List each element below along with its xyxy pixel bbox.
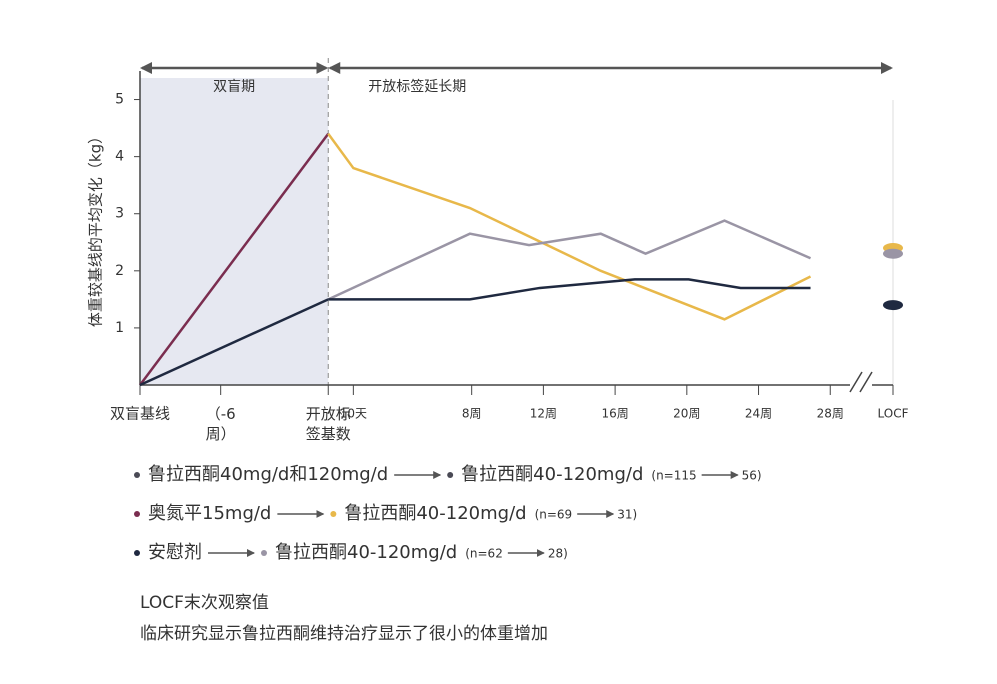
- legend-dot: [134, 550, 140, 556]
- series-line: [327, 133, 812, 321]
- locf-marker: [883, 300, 903, 311]
- y-axis-label: 体重较基线的平均变化（kg）: [87, 129, 105, 327]
- x-tick-label: 12周: [530, 407, 557, 421]
- legend-count: (n=62: [465, 547, 503, 561]
- period-label: 开放标签延长期: [368, 78, 466, 95]
- legend-count: 28): [548, 547, 568, 561]
- x-tick-label: 10天: [340, 407, 367, 421]
- legend-dot: [447, 472, 454, 478]
- legend-dot: [261, 550, 267, 556]
- series-line: [327, 219, 812, 301]
- x-tick-label: 20周: [673, 407, 700, 421]
- x-tick-label: 24周: [745, 407, 772, 421]
- period-label: 双盲期: [213, 78, 255, 95]
- legend-dot: [134, 511, 140, 517]
- axis-break: [849, 371, 863, 393]
- x-tick-label: 双盲基线: [110, 405, 170, 423]
- y-tick-label: 1: [115, 320, 124, 336]
- legend-count: 56): [742, 469, 762, 483]
- legend-text: 安慰剂: [148, 542, 202, 563]
- x-tick-label: LOCF: [878, 407, 909, 421]
- y-tick-label: 2: [115, 263, 124, 279]
- x-tick-label: 16周: [601, 407, 628, 421]
- x-tick-label: 8周: [462, 407, 482, 421]
- legend-count: (n=115: [651, 469, 696, 483]
- x-tick-label: （-6 周）: [206, 405, 236, 443]
- y-tick-label: 3: [115, 206, 124, 222]
- legend-text: 鲁拉西酮40-120mg/d: [344, 503, 526, 524]
- legend-text: 鲁拉西酮40mg/d和120mg/d: [148, 464, 388, 485]
- y-tick-label: 5: [115, 92, 124, 108]
- legend-count: (n=69: [535, 508, 573, 522]
- locf-marker: [883, 248, 903, 259]
- note: 临床研究显示鲁拉西酮维持治疗显示了很小的体重增加: [140, 624, 548, 644]
- period-shade: [140, 78, 329, 385]
- axis-break: [859, 371, 873, 393]
- note: LOCF末次观察值: [140, 593, 269, 613]
- series-line: [328, 278, 811, 301]
- series-line: [139, 298, 329, 387]
- legend-dot: [330, 511, 337, 517]
- legend-text: 鲁拉西酮40-120mg/d: [461, 464, 643, 485]
- y-tick-label: 4: [115, 149, 124, 165]
- series-line: [138, 133, 330, 386]
- legend-dot: [134, 472, 140, 478]
- x-tick-label: 开放标签基数: [306, 405, 351, 443]
- legend-text: 奥氮平15mg/d: [148, 503, 271, 524]
- legend-text: 鲁拉西酮40-120mg/d: [275, 542, 457, 563]
- x-tick-label: 28周: [817, 407, 844, 421]
- legend-count: 31): [617, 508, 637, 522]
